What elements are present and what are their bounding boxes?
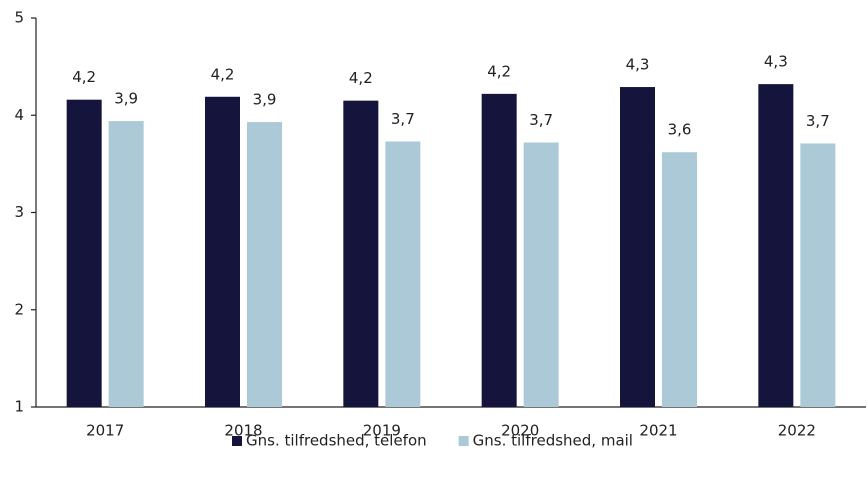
data-label: 3,9: [253, 91, 277, 109]
bar: [481, 93, 517, 407]
data-label: 3,7: [391, 110, 415, 128]
x-tick-label: 2017: [86, 422, 124, 440]
bar: [800, 143, 836, 407]
bar: [620, 87, 655, 408]
bar: [385, 141, 421, 407]
bar: [108, 121, 144, 408]
x-tick-label: 2020: [501, 422, 539, 440]
x-tick-label: 2022: [778, 422, 816, 440]
data-label: 4,2: [211, 65, 235, 83]
bar: [66, 99, 102, 407]
data-label: 4,2: [487, 62, 511, 80]
legend-label: Gns. tilfredshed, mail: [473, 432, 633, 450]
bar: [662, 152, 697, 407]
bar: [523, 142, 559, 408]
y-tick-label: 2: [14, 300, 24, 318]
legend-label: Gns. tilfredshed, telefon: [246, 432, 427, 450]
bar: [205, 96, 240, 408]
x-tick-label: 2019: [363, 422, 401, 440]
bar: [758, 84, 794, 407]
legend-swatch: [232, 436, 242, 446]
data-label: 3,6: [668, 121, 692, 139]
bar: [247, 122, 282, 408]
data-label: 3,7: [529, 111, 553, 129]
y-tick-label: 3: [14, 203, 24, 221]
bar: [343, 100, 379, 407]
data-label: 4,2: [349, 69, 373, 87]
y-tick-label: 1: [14, 398, 24, 416]
x-tick-label: 2018: [224, 422, 262, 440]
x-tick-label: 2021: [639, 422, 677, 440]
data-label: 4,3: [626, 56, 650, 74]
data-label: 3,7: [806, 112, 830, 130]
y-tick-label: 4: [14, 106, 24, 124]
data-label: 4,2: [72, 68, 96, 86]
data-label: 4,3: [764, 53, 788, 71]
legend-swatch: [458, 436, 469, 446]
y-tick-label: 5: [14, 9, 24, 27]
data-label: 3,9: [114, 90, 138, 108]
